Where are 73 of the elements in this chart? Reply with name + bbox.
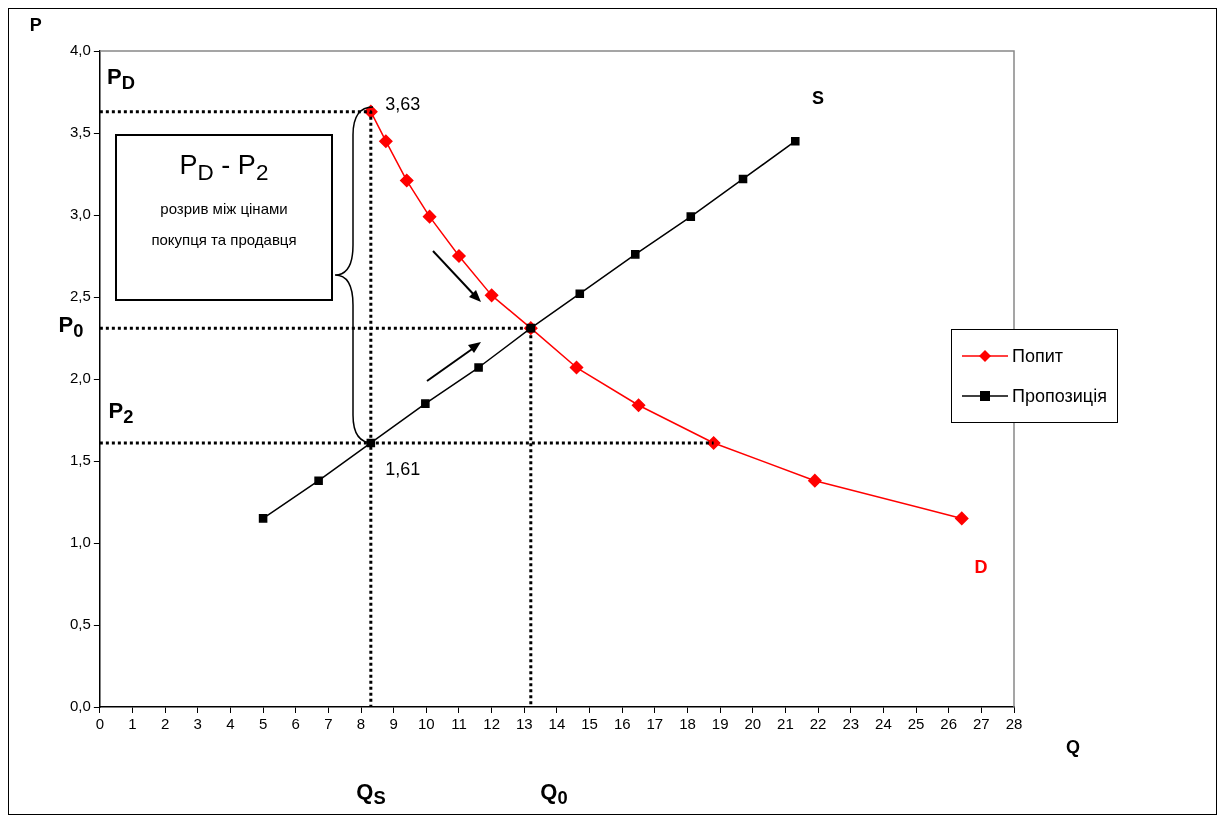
point: [452, 249, 466, 263]
x-tick-label: 20: [744, 715, 762, 733]
x-tick-label: 8: [356, 715, 366, 733]
annotation: 1,61: [385, 458, 421, 480]
y-tick-label: 3,5: [69, 123, 91, 141]
x-tick-label: 1: [128, 715, 137, 733]
point: [790, 136, 800, 146]
x-tick-label: 11: [451, 715, 467, 733]
x-tick-label: 18: [679, 715, 696, 733]
point: [379, 134, 393, 148]
y-tick-label: 1,0: [69, 533, 91, 551]
x-tick-label: 2: [160, 715, 170, 733]
x-tick-label: 12: [483, 715, 500, 733]
text: Q$_{S}$: [356, 778, 386, 810]
x-tick-label: 7: [324, 715, 333, 733]
y-tick-label: 3,0: [69, 205, 91, 223]
point: [421, 399, 430, 408]
annotation: 3,63: [385, 93, 421, 115]
point: [258, 514, 268, 523]
point: [400, 173, 414, 188]
y-tick-label: 2,0: [69, 369, 91, 387]
point: [631, 250, 640, 259]
annotation: P$_{2}$: [108, 397, 134, 429]
x-tick-label: 3: [193, 715, 202, 733]
point: [738, 174, 748, 184]
point: [631, 398, 646, 412]
x-tick-label: 0: [95, 715, 105, 733]
point: [314, 476, 323, 485]
x-tick-label: 10: [417, 715, 435, 733]
x-tick-label: 13: [515, 715, 533, 733]
x-tick-label: 17: [646, 715, 664, 733]
point: [808, 473, 822, 488]
x-tick-label: 15: [581, 715, 598, 733]
x-tick-label: 19: [711, 715, 729, 733]
text-box: P$_{D}$ - P$_{2}$ розрив між цінами покупця та продавця: [115, 134, 333, 301]
y-axis-title: P: [29, 15, 42, 36]
x-tick-label: 27: [973, 715, 990, 733]
x-tick-label: 21: [777, 715, 794, 733]
y-tick-label: 0,5: [69, 615, 91, 633]
point: [686, 212, 696, 221]
x-tick-label: 6: [291, 715, 300, 733]
y-tick-label: 0,0: [69, 697, 91, 715]
x-tick-label: 28: [1005, 715, 1023, 733]
x-tick-label: 5: [258, 715, 268, 733]
x-tick-label: 16: [613, 715, 631, 733]
x-tick-label: 26: [940, 715, 958, 733]
x-tick-label: 14: [548, 715, 566, 733]
y-tick-label: 1,5: [69, 451, 91, 469]
text: P$_{0}$: [58, 311, 84, 343]
x-tick-label: 22: [809, 715, 827, 733]
annotation: D: [974, 556, 988, 578]
x-tick-label: 24: [875, 715, 892, 733]
annotation: розрив між цінами: [159, 200, 289, 218]
annotation: P$_{D}$: [107, 63, 135, 95]
x-tick-label: 25: [907, 715, 925, 733]
legend-label: Пропозиція: [1012, 385, 1107, 407]
point: [484, 288, 499, 303]
y-tick-label: 2,5: [69, 287, 91, 305]
point: [955, 511, 969, 526]
point: [474, 363, 483, 372]
legend-label: Попит: [1012, 345, 1063, 367]
text: Q$_{0}$: [540, 778, 568, 810]
annotation: S: [811, 87, 825, 109]
point: [422, 209, 437, 224]
x-tick-label: 4: [226, 715, 235, 733]
y-tick-label: 4,0: [69, 41, 91, 59]
annotation: P$_{D}$ - P$_{2}$: [178, 150, 270, 187]
x-tick-label: 23: [842, 715, 860, 733]
x-tick-label: 9: [389, 715, 398, 733]
x-axis-title: Q: [1066, 737, 1081, 758]
annotation: покупця та продавця: [150, 231, 298, 249]
point: [569, 360, 584, 375]
point: [575, 289, 585, 299]
